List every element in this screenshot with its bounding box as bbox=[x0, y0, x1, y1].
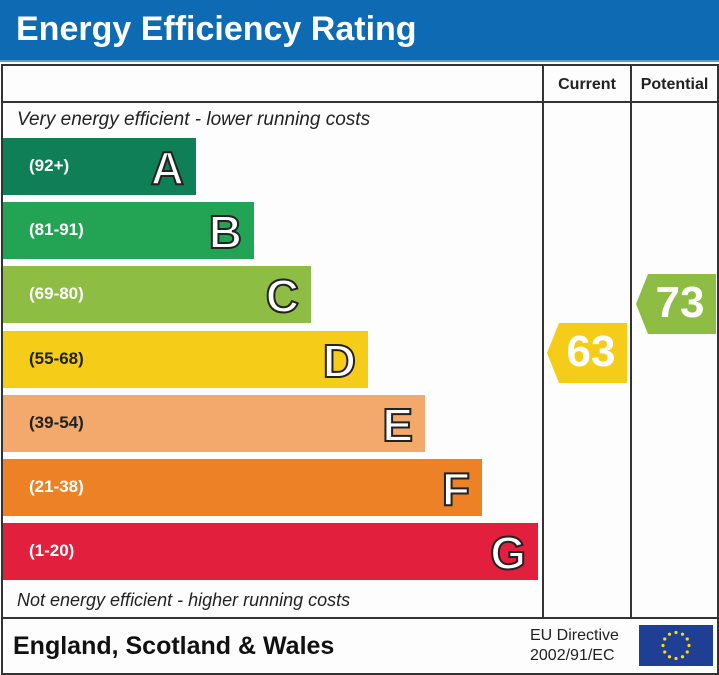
directive-line2: 2002/91/EC bbox=[530, 647, 615, 664]
band-range: (55-68) bbox=[29, 349, 84, 368]
rating-table: Current Potential Very energy efficient … bbox=[1, 64, 719, 675]
star-icon bbox=[667, 655, 672, 659]
star-icon bbox=[680, 655, 685, 659]
potential-rating-value: 73 bbox=[655, 278, 705, 327]
current-rating-arrow: 63 bbox=[547, 323, 627, 383]
star-icon bbox=[687, 643, 691, 648]
bottom-note: Not energy efficient - higher running co… bbox=[17, 590, 351, 610]
title-bar: Energy Efficiency Rating bbox=[0, 0, 719, 62]
band-range: (39-54) bbox=[29, 413, 84, 432]
chart-title: Energy Efficiency Rating bbox=[16, 10, 417, 48]
band-letter: E bbox=[381, 398, 414, 452]
band-letter: D bbox=[322, 334, 357, 388]
band-c: (69-80) C bbox=[3, 266, 311, 323]
band-letter: A bbox=[150, 141, 185, 195]
star-icon bbox=[685, 637, 689, 641]
footer-divider bbox=[3, 617, 717, 619]
current-column-header: Current bbox=[558, 76, 616, 93]
star-icon bbox=[667, 632, 672, 636]
star-icon bbox=[685, 650, 689, 654]
band-letter: C bbox=[265, 269, 300, 323]
potential-column-header: Potential bbox=[640, 76, 709, 93]
band-letter: B bbox=[208, 205, 243, 259]
header-divider bbox=[3, 101, 717, 103]
band-range: (1-20) bbox=[29, 541, 75, 560]
star-icon bbox=[680, 632, 685, 636]
star-icon bbox=[674, 630, 678, 635]
directive-line1: EU Directive bbox=[530, 627, 619, 644]
current-rating-value: 63 bbox=[566, 327, 616, 376]
star-icon bbox=[674, 656, 678, 661]
eu-flag-icon bbox=[639, 625, 713, 666]
potential-rating-arrow: 73 bbox=[636, 274, 716, 334]
band-range: (21-38) bbox=[29, 477, 84, 496]
band-g: (1-20) G bbox=[3, 523, 538, 580]
star-icon bbox=[663, 637, 667, 641]
current-column-divider bbox=[542, 66, 544, 617]
eu-directive: EU Directive 2002/91/EC bbox=[530, 626, 619, 666]
band-range: (92+) bbox=[29, 156, 70, 175]
band-e: (39-54) E bbox=[3, 395, 425, 452]
band-range: (69-80) bbox=[29, 284, 84, 303]
potential-column-divider bbox=[630, 66, 632, 617]
band-a: (92+) A bbox=[3, 138, 196, 195]
band-d: (55-68) D bbox=[3, 331, 368, 388]
band-b: (81-91) B bbox=[3, 202, 254, 259]
top-note: Very energy efficient - lower running co… bbox=[17, 109, 371, 130]
band-f: (21-38) F bbox=[3, 459, 482, 516]
band-range: (81-91) bbox=[29, 220, 84, 239]
band-letter: F bbox=[441, 462, 471, 516]
star-icon bbox=[663, 650, 667, 654]
band-letter: G bbox=[489, 526, 527, 580]
region-label: England, Scotland & Wales bbox=[13, 632, 335, 660]
star-icon bbox=[661, 643, 665, 648]
